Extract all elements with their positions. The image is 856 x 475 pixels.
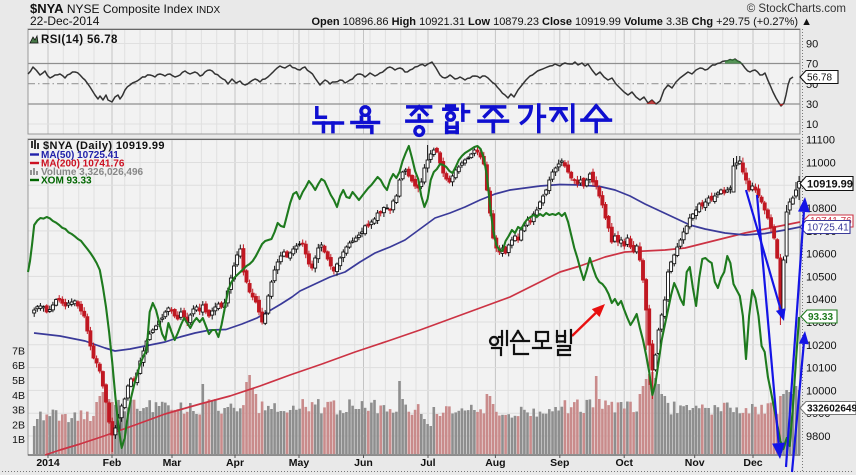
svg-text:2014: 2014 (36, 457, 60, 469)
svg-text:Jul: Jul (420, 457, 435, 469)
svg-text:10800: 10800 (806, 203, 837, 215)
svg-text:10: 10 (806, 119, 818, 131)
svg-text:Mar: Mar (163, 457, 182, 469)
svg-text:4B: 4B (12, 390, 25, 402)
svg-text:3B: 3B (12, 405, 25, 417)
svg-text:9800: 9800 (806, 431, 830, 443)
svg-text:Jun: Jun (354, 457, 373, 469)
svg-text:56.78: 56.78 (807, 73, 832, 84)
svg-text:7B: 7B (12, 345, 25, 357)
svg-text:10200: 10200 (806, 340, 837, 352)
svg-text:MA(200) 10741.76: MA(200) 10741.76 (41, 159, 125, 170)
svg-text:30: 30 (806, 99, 818, 111)
svg-text:May: May (289, 457, 310, 469)
svg-text:Feb: Feb (103, 457, 122, 469)
svg-text:2B: 2B (12, 419, 25, 431)
svg-text:3326026496: 3326026496 (807, 404, 856, 415)
svg-text:Aug: Aug (485, 457, 505, 469)
svg-text:10400: 10400 (806, 294, 837, 306)
svg-text:10600: 10600 (806, 249, 837, 261)
svg-text:Oct: Oct (615, 457, 633, 469)
svg-text:Dec: Dec (743, 457, 762, 469)
svg-text:MA(50) 10725.41: MA(50) 10725.41 (41, 150, 119, 161)
svg-text:Sep: Sep (550, 457, 569, 469)
svg-text:10000: 10000 (806, 385, 837, 397)
svg-text:Volume 3,326,026,496: Volume 3,326,026,496 (41, 167, 144, 178)
svg-text:6B: 6B (12, 360, 25, 372)
svg-text:XOM 93.33: XOM 93.33 (41, 176, 92, 187)
svg-text:© StockCharts.com: © StockCharts.com (747, 3, 846, 15)
svg-text:10500: 10500 (806, 271, 837, 283)
svg-text:Nov: Nov (685, 457, 705, 469)
svg-text:5B: 5B (12, 375, 25, 387)
svg-text:Apr: Apr (226, 457, 244, 469)
svg-text:93.33: 93.33 (808, 312, 833, 323)
svg-text:11100: 11100 (806, 135, 835, 147)
svg-text:22-Dec-2014: 22-Dec-2014 (30, 14, 100, 28)
svg-text:1B: 1B (12, 434, 25, 446)
svg-text:70: 70 (806, 59, 818, 71)
svg-text:11000: 11000 (806, 158, 836, 170)
svg-text:10919.99: 10919.99 (807, 179, 853, 191)
svg-text:90: 90 (806, 39, 818, 51)
svg-text:$NYA (Daily) 10919.99: $NYA (Daily) 10919.99 (43, 140, 165, 152)
svg-text:RSI(14) 56.78: RSI(14) 56.78 (41, 34, 118, 46)
svg-text:10725.41: 10725.41 (807, 223, 849, 234)
svg-text:10100: 10100 (806, 363, 837, 375)
svg-text:$NYA NYSE Composite Index INDX: $NYA NYSE Composite Index INDX (30, 1, 220, 16)
svg-text:Open 10896.86 High 10921.31 Lo: Open 10896.86 High 10921.31 Low 10879.23… (311, 16, 812, 28)
